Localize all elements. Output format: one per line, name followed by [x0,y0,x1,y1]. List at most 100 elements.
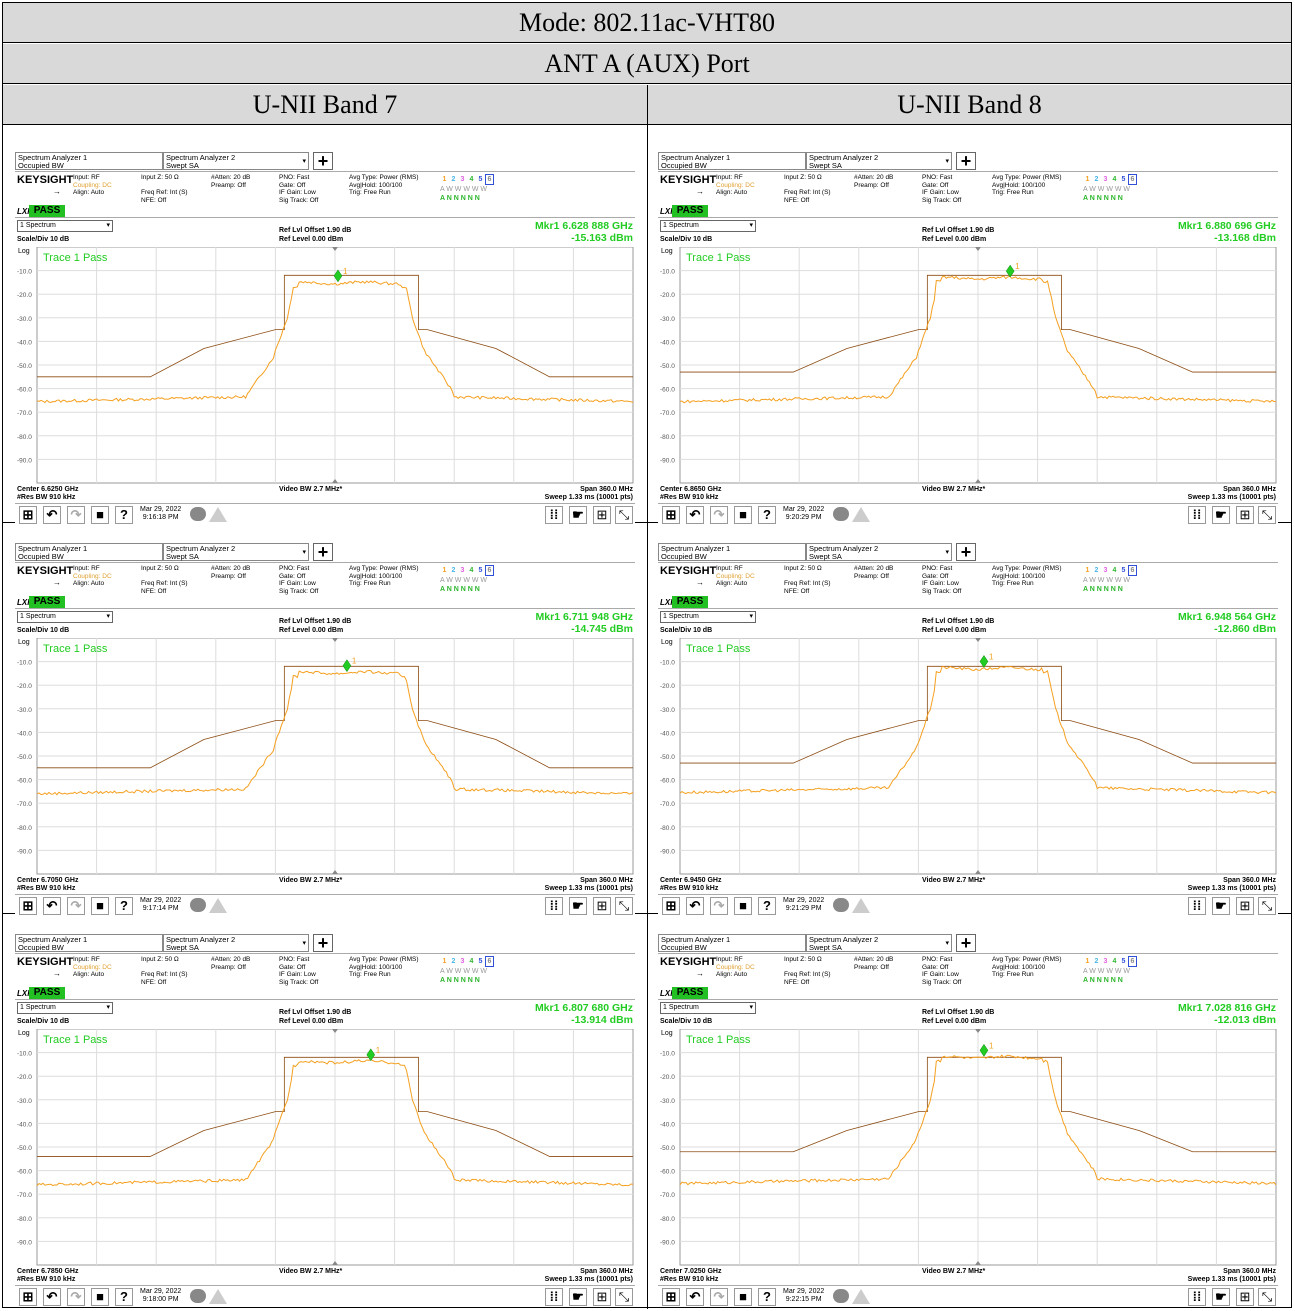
chevron-down-icon[interactable]: ▾ [302,158,306,165]
file-icon[interactable]: ■ [91,506,109,524]
undo-icon[interactable]: ↶ [43,506,61,524]
file-icon[interactable]: ■ [734,897,752,915]
trace-number-3[interactable]: 3 [460,958,465,965]
add-screen-button[interactable]: + [956,934,976,952]
reference-settings[interactable]: Input Z: 50 Ω Freq Ref: Int (S) NFE: Off [784,565,831,595]
multi-window-icon[interactable]: ⊞ [593,897,611,915]
add-screen-button[interactable]: + [313,934,333,952]
touch-icon[interactable]: ☛ [1212,897,1230,915]
trace-number-4[interactable]: 4 [469,176,474,183]
res-bw[interactable]: #Res BW 910 kHz [17,1276,76,1283]
tab-spectrum-analyzer-1[interactable]: Spectrum Analyzer 1 Occupied BW [15,934,163,952]
trigger-settings[interactable]: Avg Type: Power (RMS) Avg|Hold: 100/100 Tr… [992,956,1061,979]
trace-number-6[interactable]: 6 [485,565,494,576]
tab-spectrum-analyzer-2[interactable]: Spectrum Analyzer 2 Swept SA ▾ [806,543,952,561]
redo-icon[interactable]: ↷ [710,1288,728,1306]
chat-bubble-icon[interactable] [833,898,849,912]
spectrum-plot[interactable]: -10.0 -20.0 -30.0 -40.0 -50.0 -60.0 -70.0 -80.0… [15,1029,635,1267]
window-select[interactable]: 1 Spectrum ▾ [660,220,756,232]
help-icon[interactable]: ? [758,897,776,915]
undo-icon[interactable]: ↶ [43,897,61,915]
tab-spectrum-analyzer-1[interactable]: Spectrum Analyzer 1 Occupied BW [658,152,806,170]
video-bw[interactable]: Video BW 2.7 MHz* [922,1268,986,1275]
attenuation-settings[interactable]: #Atten: 20 dB Preamp: Off [211,174,250,189]
chat-bubble-icon[interactable] [190,1289,206,1303]
fullscreen-icon[interactable]: ⤡ [1258,897,1276,915]
windows-start-icon[interactable]: ⊞ [662,506,680,524]
sweep-label[interactable]: Sweep 1.33 ms (10001 pts) [1187,1276,1276,1283]
windows-start-icon[interactable]: ⊞ [19,897,37,915]
span-label[interactable]: Span 360.0 MHz [580,877,633,884]
undo-icon[interactable]: ↶ [43,1288,61,1306]
keypad-icon[interactable]: ⁞⁞ [545,897,563,915]
trigger-settings[interactable]: Avg Type: Power (RMS) Avg|Hold: 100/100 Tr… [349,174,418,197]
keypad-icon[interactable]: ⁞⁞ [1188,897,1206,915]
input-settings[interactable]: Input: RF Coupling: DC Align: Auto [716,956,755,979]
spectrum-plot[interactable]: -10.0 -20.0 -30.0 -40.0 -50.0 -60.0 -70.0 -80.0… [658,247,1278,485]
trace-number-6[interactable]: 6 [1128,565,1137,576]
keypad-icon[interactable]: ⁞⁞ [1188,506,1206,524]
video-bw[interactable]: Video BW 2.7 MHz* [279,486,343,493]
fullscreen-icon[interactable]: ⤡ [1258,506,1276,524]
center-frequency[interactable]: Center 7.0250 GHz [660,1268,722,1275]
trace-number-6[interactable]: 6 [1128,956,1137,967]
sweep-settings[interactable]: PNO: Fast Gate: Off IF Gain: Low Sig Track:… [922,174,961,204]
tab-spectrum-analyzer-1[interactable]: Spectrum Analyzer 1 Occupied BW [15,152,163,170]
res-bw[interactable]: #Res BW 910 kHz [17,494,76,501]
add-screen-button[interactable]: + [956,543,976,561]
trace-number-2[interactable]: 2 [1094,176,1099,183]
help-icon[interactable]: ? [115,506,133,524]
chevron-down-icon[interactable]: ▾ [302,940,306,947]
reference-settings[interactable]: Input Z: 50 Ω Freq Ref: Int (S) NFE: Off [784,174,831,204]
center-frequency[interactable]: Center 6.7850 GHz [17,1268,79,1275]
trace-number-2[interactable]: 2 [451,958,456,965]
redo-icon[interactable]: ↷ [67,506,85,524]
video-bw[interactable]: Video BW 2.7 MHz* [922,877,986,884]
spectrum-plot[interactable]: -10.0 -20.0 -30.0 -40.0 -50.0 -60.0 -70.0 -80.0… [658,1029,1278,1267]
sweep-label[interactable]: Sweep 1.33 ms (10001 pts) [544,885,633,892]
tab-spectrum-analyzer-2[interactable]: Spectrum Analyzer 2 Swept SA ▾ [163,152,309,170]
redo-icon[interactable]: ↷ [710,897,728,915]
redo-icon[interactable]: ↷ [67,897,85,915]
res-bw[interactable]: #Res BW 910 kHz [17,885,76,892]
res-bw[interactable]: #Res BW 910 kHz [660,1276,719,1283]
trace-number-1[interactable]: 1 [442,176,447,183]
fullscreen-icon[interactable]: ⤡ [615,1288,633,1306]
fullscreen-icon[interactable]: ⤡ [1258,1288,1276,1306]
sweep-settings[interactable]: PNO: Fast Gate: Off IF Gain: Low Sig Track:… [279,956,318,986]
multi-window-icon[interactable]: ⊞ [593,1288,611,1306]
sweep-label[interactable]: Sweep 1.33 ms (10001 pts) [1187,494,1276,501]
trace-number-2[interactable]: 2 [451,567,456,574]
sweep-label[interactable]: Sweep 1.33 ms (10001 pts) [544,494,633,501]
touch-icon[interactable]: ☛ [569,897,587,915]
keypad-icon[interactable]: ⁞⁞ [545,506,563,524]
trace-number-5[interactable]: 5 [1121,958,1126,965]
center-frequency[interactable]: Center 6.8650 GHz [660,486,722,493]
sweep-settings[interactable]: PNO: Fast Gate: Off IF Gain: Low Sig Track:… [279,565,318,595]
trace-number-6[interactable]: 6 [485,956,494,967]
attenuation-settings[interactable]: #Atten: 20 dB Preamp: Off [854,174,893,189]
windows-start-icon[interactable]: ⊞ [662,1288,680,1306]
trigger-settings[interactable]: Avg Type: Power (RMS) Avg|Hold: 100/100 Tr… [992,174,1061,197]
reference-settings[interactable]: Input Z: 50 Ω Freq Ref: Int (S) NFE: Off [141,174,188,204]
spectrum-plot[interactable]: -10.0 -20.0 -30.0 -40.0 -50.0 -60.0 -70.0 -80.0… [15,638,635,876]
warning-icon[interactable] [852,1289,870,1304]
trace-number-3[interactable]: 3 [1103,958,1108,965]
trace-number-6[interactable]: 6 [1128,174,1137,185]
center-frequency[interactable]: Center 6.6250 GHz [17,486,79,493]
trace-number-3[interactable]: 3 [1103,567,1108,574]
touch-icon[interactable]: ☛ [569,1288,587,1306]
trace-number-6[interactable]: 6 [485,174,494,185]
window-select[interactable]: 1 Spectrum ▾ [660,611,756,623]
sweep-label[interactable]: Sweep 1.33 ms (10001 pts) [1187,885,1276,892]
multi-window-icon[interactable]: ⊞ [1236,1288,1254,1306]
span-label[interactable]: Span 360.0 MHz [1223,877,1276,884]
sweep-settings[interactable]: PNO: Fast Gate: Off IF Gain: Low Sig Track:… [922,565,961,595]
trigger-settings[interactable]: Avg Type: Power (RMS) Avg|Hold: 100/100 Tr… [349,565,418,588]
window-select[interactable]: 1 Spectrum ▾ [660,1002,756,1014]
trace-number-2[interactable]: 2 [1094,567,1099,574]
attenuation-settings[interactable]: #Atten: 20 dB Preamp: Off [211,565,250,580]
